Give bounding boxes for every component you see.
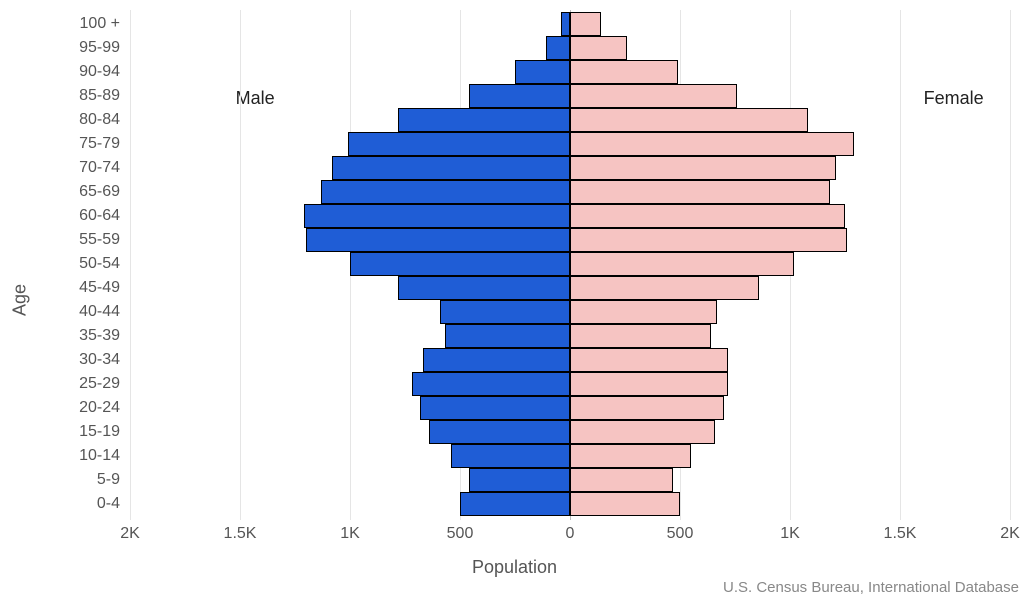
- x-tick-label: 2K: [120, 525, 140, 543]
- bar-male: [429, 420, 570, 444]
- y-tick-label: 30-34: [79, 351, 120, 369]
- age-row: [130, 180, 1010, 204]
- bar-male: [561, 12, 570, 36]
- age-row: [130, 204, 1010, 228]
- age-row: [130, 36, 1010, 60]
- y-tick-label: 85-89: [79, 87, 120, 105]
- bar-female: [570, 84, 737, 108]
- age-row: [130, 300, 1010, 324]
- bar-female: [570, 372, 728, 396]
- bar-female: [570, 300, 717, 324]
- bar-male: [348, 132, 570, 156]
- y-tick-label: 55-59: [79, 231, 120, 249]
- bar-male: [460, 492, 570, 516]
- bar-female: [570, 36, 627, 60]
- bar-female: [570, 420, 715, 444]
- bar-female: [570, 180, 830, 204]
- bar-male: [398, 276, 570, 300]
- y-tick-label: 50-54: [79, 255, 120, 273]
- age-row: [130, 372, 1010, 396]
- y-tick-label: 5-9: [97, 471, 120, 489]
- bar-male: [412, 372, 570, 396]
- age-row: [130, 276, 1010, 300]
- age-row: [130, 444, 1010, 468]
- age-row: [130, 324, 1010, 348]
- bar-male: [445, 324, 570, 348]
- age-row: [130, 348, 1010, 372]
- y-axis-title: Age: [10, 284, 31, 316]
- y-tick-label: 95-99: [79, 39, 120, 57]
- bar-female: [570, 444, 691, 468]
- age-row: [130, 108, 1010, 132]
- age-row: [130, 396, 1010, 420]
- population-pyramid-chart: Age Male Female 2K1.5K1K50005001K1.5K2K1…: [0, 0, 1029, 600]
- y-tick-label: 10-14: [79, 447, 120, 465]
- grid-line: [1010, 10, 1011, 520]
- y-tick-label: 100 +: [80, 15, 120, 33]
- bar-male: [546, 36, 570, 60]
- y-tick-label: 90-94: [79, 63, 120, 81]
- age-row: [130, 468, 1010, 492]
- y-tick-label: 60-64: [79, 207, 120, 225]
- y-tick-label: 75-79: [79, 135, 120, 153]
- age-row: [130, 84, 1010, 108]
- bar-female: [570, 348, 728, 372]
- bar-male: [332, 156, 570, 180]
- bar-female: [570, 324, 711, 348]
- y-tick-label: 20-24: [79, 399, 120, 417]
- x-tick-label: 500: [447, 525, 474, 543]
- age-row: [130, 228, 1010, 252]
- y-tick-label: 80-84: [79, 111, 120, 129]
- bar-male: [451, 444, 570, 468]
- y-tick-label: 40-44: [79, 303, 120, 321]
- x-axis-title: Population: [0, 557, 1029, 578]
- bar-male: [423, 348, 570, 372]
- bar-female: [570, 276, 759, 300]
- bar-female: [570, 132, 854, 156]
- y-tick-label: 0-4: [97, 495, 120, 513]
- bar-male: [469, 84, 570, 108]
- x-tick-label: 0: [566, 525, 575, 543]
- x-tick-label: 1.5K: [884, 525, 917, 543]
- x-tick-label: 1K: [340, 525, 360, 543]
- age-row: [130, 420, 1010, 444]
- age-row: [130, 132, 1010, 156]
- bar-female: [570, 108, 808, 132]
- age-row: [130, 252, 1010, 276]
- bar-male: [515, 60, 570, 84]
- bar-female: [570, 228, 847, 252]
- bar-female: [570, 60, 678, 84]
- y-tick-label: 45-49: [79, 279, 120, 297]
- bar-female: [570, 468, 673, 492]
- x-tick-label: 1K: [780, 525, 800, 543]
- age-row: [130, 492, 1010, 516]
- y-tick-label: 65-69: [79, 183, 120, 201]
- age-row: [130, 12, 1010, 36]
- bar-female: [570, 156, 836, 180]
- y-tick-label: 35-39: [79, 327, 120, 345]
- age-row: [130, 156, 1010, 180]
- bar-male: [304, 204, 570, 228]
- y-tick-label: 15-19: [79, 423, 120, 441]
- bar-male: [350, 252, 570, 276]
- bar-female: [570, 492, 680, 516]
- bar-male: [420, 396, 570, 420]
- bar-female: [570, 396, 724, 420]
- bar-female: [570, 252, 794, 276]
- bar-male: [469, 468, 570, 492]
- y-tick-label: 25-29: [79, 375, 120, 393]
- x-tick-label: 500: [667, 525, 694, 543]
- bar-male: [306, 228, 570, 252]
- age-row: [130, 60, 1010, 84]
- source-attribution: U.S. Census Bureau, International Databa…: [723, 579, 1019, 596]
- x-tick-label: 1.5K: [224, 525, 257, 543]
- y-tick-label: 70-74: [79, 159, 120, 177]
- bar-male: [398, 108, 570, 132]
- bar-male: [321, 180, 570, 204]
- x-tick-label: 2K: [1000, 525, 1020, 543]
- bar-female: [570, 204, 845, 228]
- plot-area: Male Female 2K1.5K1K50005001K1.5K2K100 +…: [130, 10, 1010, 520]
- bar-female: [570, 12, 601, 36]
- bar-male: [440, 300, 570, 324]
